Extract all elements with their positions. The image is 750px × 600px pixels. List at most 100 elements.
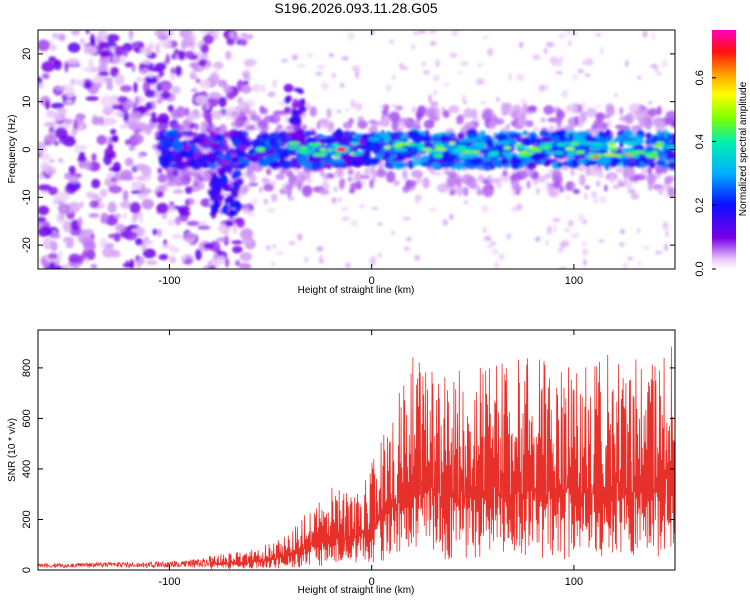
- heatmap-cell: [428, 94, 433, 104]
- heatmap-cell: [392, 156, 405, 162]
- heatmap-cell: [111, 104, 125, 110]
- spectrogram-x-tick-label: -100: [158, 275, 180, 287]
- heatmap-cell: [119, 124, 130, 129]
- heatmap-cell: [462, 150, 475, 155]
- heatmap-cell: [57, 158, 64, 163]
- heatmap-cell: [224, 257, 230, 268]
- heatmap-cell: [198, 182, 205, 190]
- heatmap-cell: [237, 96, 244, 105]
- heatmap-cell: [171, 141, 183, 152]
- heatmap-cell: [248, 172, 257, 184]
- heatmap-cell: [172, 189, 184, 194]
- heatmap-cell: [204, 142, 215, 147]
- heatmap-cell: [614, 154, 623, 158]
- snr-x-tick-label: 100: [565, 576, 583, 588]
- heatmap-cell: [316, 121, 322, 130]
- heatmap-cell: [412, 30, 420, 36]
- heatmap-cell: [660, 59, 668, 68]
- heatmap-cell: [597, 153, 605, 158]
- heatmap-cell: [593, 169, 599, 177]
- heatmap-cell: [192, 136, 203, 143]
- heatmap-cell: [642, 30, 648, 38]
- heatmap-cell: [157, 167, 163, 174]
- spectrogram-x-label: Height of straight line (km): [298, 285, 415, 296]
- heatmap-cell: [350, 99, 356, 108]
- heatmap-cell: [56, 191, 70, 202]
- heatmap-cell: [320, 82, 329, 90]
- heatmap-cell: [433, 153, 444, 158]
- heatmap-cell: [272, 79, 278, 89]
- heatmap-cell: [213, 61, 224, 70]
- heatmap-cell: [243, 58, 257, 67]
- heatmap-cell: [275, 251, 284, 255]
- heatmap-cell: [667, 186, 675, 198]
- heatmap-cell: [544, 173, 551, 180]
- heatmap-cell: [54, 127, 68, 140]
- heatmap-cell: [225, 220, 234, 227]
- heatmap-cell: [201, 162, 209, 169]
- heatmap-cell: [545, 239, 549, 246]
- heatmap-cell: [319, 188, 330, 196]
- heatmap-cell: [124, 157, 134, 167]
- heatmap-cell: [261, 107, 269, 115]
- heatmap-cell: [276, 124, 283, 130]
- heatmap-cell: [565, 181, 576, 191]
- heatmap-cell: [334, 168, 345, 178]
- heatmap-cell: [105, 77, 114, 84]
- heatmap-cell: [576, 150, 586, 154]
- heatmap-cell: [448, 141, 456, 146]
- heatmap-cell: [481, 110, 491, 121]
- heatmap-cell: [226, 165, 233, 174]
- heatmap-cell: [171, 110, 181, 120]
- heatmap-cell: [47, 252, 59, 260]
- heatmap-cell: [395, 162, 410, 168]
- heatmap-cell: [134, 95, 140, 106]
- heatmap-cell: [315, 72, 323, 76]
- heatmap-cell: [64, 86, 76, 98]
- snr-series-line: [38, 346, 675, 570]
- heatmap-cell: [211, 176, 221, 183]
- heatmap-cell: [317, 64, 326, 70]
- heatmap-cell: [106, 81, 114, 91]
- heatmap-cell: [325, 173, 335, 179]
- heatmap-cell: [482, 226, 487, 234]
- heatmap-cell: [319, 255, 323, 260]
- heatmap-cell: [577, 213, 585, 222]
- heatmap-cell: [186, 34, 192, 47]
- heatmap-cell: [341, 56, 350, 61]
- heatmap-cell: [398, 63, 404, 68]
- heatmap-cell: [405, 237, 412, 242]
- heatmap-cell: [194, 122, 199, 131]
- heatmap-cell: [177, 132, 183, 138]
- heatmap-cell: [185, 199, 190, 207]
- heatmap-cell: [141, 198, 155, 210]
- heatmap-cell: [240, 228, 254, 241]
- heatmap-cell: [469, 157, 482, 166]
- heatmap-cell: [331, 158, 345, 165]
- heatmap-cell: [53, 111, 65, 122]
- heatmap-cell: [238, 185, 249, 196]
- heatmap-cell: [319, 171, 326, 177]
- heatmap-cell: [321, 180, 330, 192]
- figure-title: S196.2026.093.11.28.G05: [274, 0, 437, 16]
- heatmap-cell: [302, 185, 313, 198]
- heatmap-cell: [318, 258, 325, 264]
- heatmap-cell: [368, 119, 377, 125]
- heatmap-cell: [391, 120, 399, 132]
- heatmap-cell: [162, 142, 172, 149]
- heatmap-cell: [384, 151, 392, 158]
- heatmap-cell: [323, 149, 334, 153]
- heatmap-cell: [207, 30, 221, 37]
- heatmap-cell: [209, 240, 221, 253]
- heatmap-cell: [614, 92, 618, 98]
- heatmap-cell: [431, 136, 442, 143]
- heatmap-cell: [353, 151, 364, 156]
- heatmap-cell: [414, 194, 422, 202]
- heatmap-cell: [94, 82, 103, 89]
- heatmap-cell: [433, 144, 445, 148]
- heatmap-cell: [88, 213, 100, 218]
- heatmap-cell: [184, 107, 190, 117]
- heatmap-cell: [622, 262, 629, 269]
- heatmap-cell: [49, 233, 61, 239]
- heatmap-cell: [526, 161, 537, 170]
